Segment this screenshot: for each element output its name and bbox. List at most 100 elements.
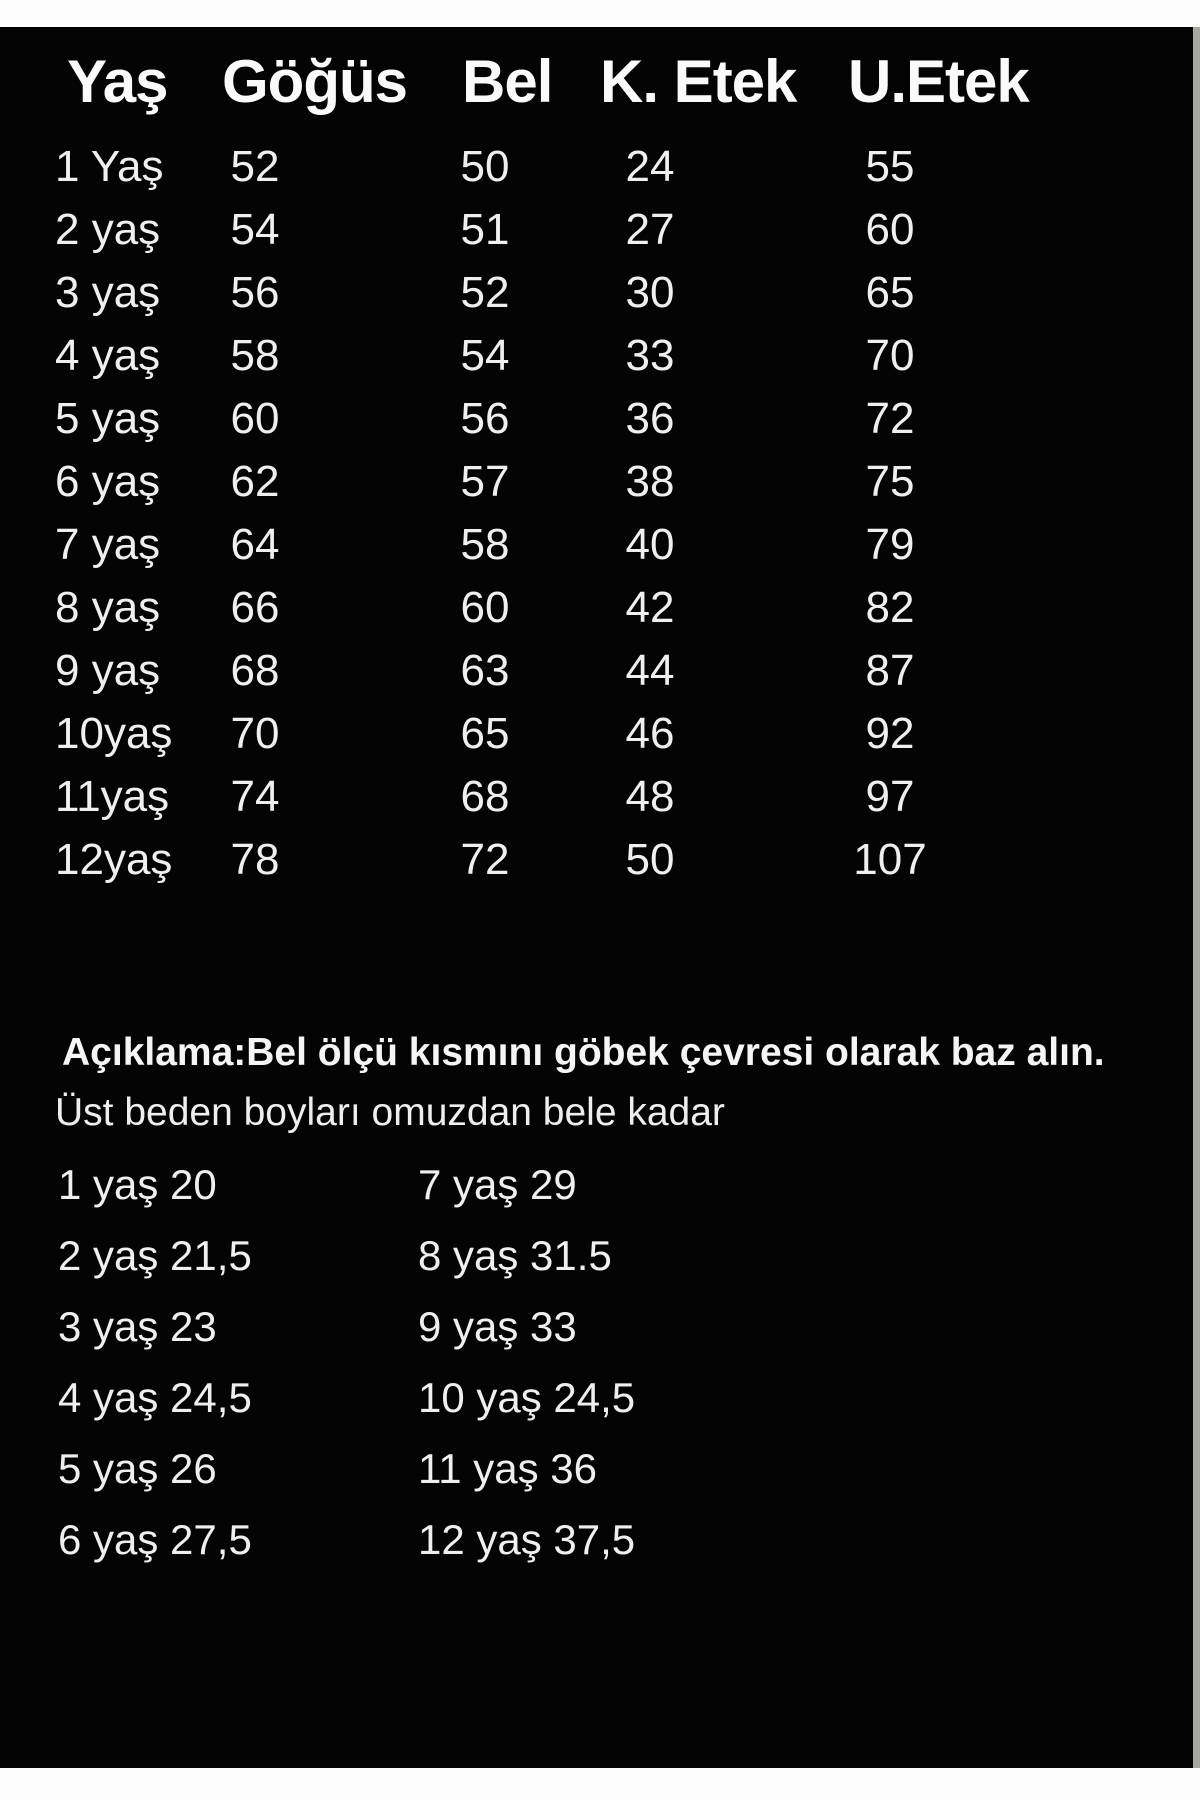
table-row: 9 yaş 68 63 44 87 [0,639,1193,702]
cell-gogus: 70 [230,708,280,758]
list-item-left: 3 yaş 23 [58,1302,217,1350]
top-white-strip [0,0,1200,27]
list-item-right: 7 yaş 29 [418,1160,577,1208]
cell-gogus: 60 [230,393,280,443]
cell-gogus: 78 [230,834,280,884]
row-age-label: 2 yaş [55,204,161,254]
cell-bel: 52 [460,267,510,317]
list-item-left: 5 yaş 26 [58,1444,217,1492]
note-line-2: Üst beden boyları omuzdan bele kadar [55,1091,725,1134]
header-gogus: Göğüs [222,48,408,115]
cell-ketek: 48 [625,771,675,821]
header-bel: Bel [462,48,553,115]
cell-uetek: 65 [865,267,915,317]
right-gray-strip [1193,27,1200,1768]
cell-uetek: 97 [865,771,915,821]
row-age-label: 7 yaş [55,519,161,569]
cell-bel: 65 [460,708,510,758]
row-age-label: 1 Yaş [55,141,164,191]
cell-bel: 56 [460,393,510,443]
header-uetek: U.Etek [848,48,1030,115]
list-item-left: 2 yaş 21,5 [58,1231,252,1279]
cell-gogus: 62 [230,456,280,506]
note-line-1: Açıklama:Bel ölçü kısmını göbek çevresi … [62,1031,1105,1074]
table-row: 5 yaş 60 56 36 72 [0,387,1193,450]
chart-content: Yaş Göğüs Bel K. Etek U.Etek 1 Yaş 52 50 24… [0,27,1193,1768]
list-item-right: 11 yaş 36 [418,1444,598,1492]
cell-bel: 51 [460,204,510,254]
row-age-label: 10yaş [55,708,173,758]
cell-bel: 60 [460,582,510,632]
cell-gogus: 66 [230,582,280,632]
cell-gogus: 58 [230,330,280,380]
cell-uetek: 92 [865,708,915,758]
list-item-right: 10 yaş 24,5 [418,1373,636,1421]
cell-ketek: 27 [625,204,675,254]
cell-gogus: 56 [230,267,280,317]
cell-gogus: 52 [230,141,280,191]
cell-ketek: 24 [625,141,675,191]
list-item-right: 12 yaş 37,5 [418,1515,636,1563]
row-age-label: 8 yaş [55,582,161,632]
table-row: 7 yaş 64 58 40 79 [0,513,1193,576]
cell-bel: 50 [460,141,510,191]
header-yas: Yaş [67,48,168,115]
header-ketek: K. Etek [600,48,797,115]
cell-uetek: 60 [865,204,915,254]
cell-uetek: 79 [865,519,915,569]
cell-bel: 63 [460,645,510,695]
list-item-left: 6 yaş 27,5 [58,1515,252,1563]
cell-uetek: 55 [865,141,915,191]
cell-ketek: 36 [625,393,675,443]
cell-ketek: 42 [625,582,675,632]
table-row: 11yaş 74 68 48 97 [0,765,1193,828]
row-age-label: 12yaş [55,834,173,884]
list-row: 2 yaş 21,5 8 yaş 31.5 [0,1220,1193,1291]
cell-uetek: 75 [865,456,915,506]
cell-bel: 68 [460,771,510,821]
row-age-label: 4 yaş [55,330,161,380]
table-row: 4 yaş 58 54 33 70 [0,324,1193,387]
table-row: 3 yaş 56 52 30 65 [0,261,1193,324]
row-age-label: 6 yaş [55,456,161,506]
table-row: 10yaş 70 65 46 92 [0,702,1193,765]
table-row: 12yaş 78 72 50 107 [0,828,1193,891]
list-item-right: 9 yaş 33 [418,1302,577,1350]
table-row: 2 yaş 54 51 27 60 [0,198,1193,261]
table-row: 8 yaş 66 60 42 82 [0,576,1193,639]
cell-ketek: 33 [625,330,675,380]
cell-uetek: 107 [853,834,927,884]
cell-ketek: 44 [625,645,675,695]
cell-gogus: 74 [230,771,280,821]
cell-uetek: 82 [865,582,915,632]
cell-ketek: 40 [625,519,675,569]
row-age-label: 3 yaş [55,267,161,317]
cell-ketek: 50 [625,834,675,884]
bottom-white-strip [0,1768,1200,1800]
upper-body-length-list: 1 yaş 20 7 yaş 29 2 yaş 21,5 8 yaş 31.5 3 ya… [0,1149,1193,1575]
table-row: 6 yaş 62 57 38 75 [0,450,1193,513]
list-row: 4 yaş 24,5 10 yaş 24,5 [0,1362,1193,1433]
cell-gogus: 64 [230,519,280,569]
cell-ketek: 46 [625,708,675,758]
list-row: 6 yaş 27,5 12 yaş 37,5 [0,1504,1193,1575]
row-age-label: 11yaş [55,771,170,821]
cell-gogus: 68 [230,645,280,695]
list-item-right: 8 yaş 31.5 [418,1231,612,1279]
cell-bel: 72 [460,834,510,884]
cell-bel: 57 [460,456,510,506]
cell-bel: 58 [460,519,510,569]
row-age-label: 9 yaş [55,645,161,695]
cell-bel: 54 [460,330,510,380]
cell-uetek: 72 [865,393,915,443]
cell-ketek: 30 [625,267,675,317]
size-table-rows: 1 Yaş 52 50 24 55 2 yaş 54 51 27 60 3 yaş 56 52 30 65 4… [0,135,1193,891]
table-row: 1 Yaş 52 50 24 55 [0,135,1193,198]
table-header: Yaş Göğüs Bel K. Etek U.Etek [0,47,1193,127]
list-item-left: 1 yaş 20 [58,1160,217,1208]
cell-uetek: 70 [865,330,915,380]
cell-ketek: 38 [625,456,675,506]
list-item-left: 4 yaş 24,5 [58,1373,252,1421]
row-age-label: 5 yaş [55,393,161,443]
